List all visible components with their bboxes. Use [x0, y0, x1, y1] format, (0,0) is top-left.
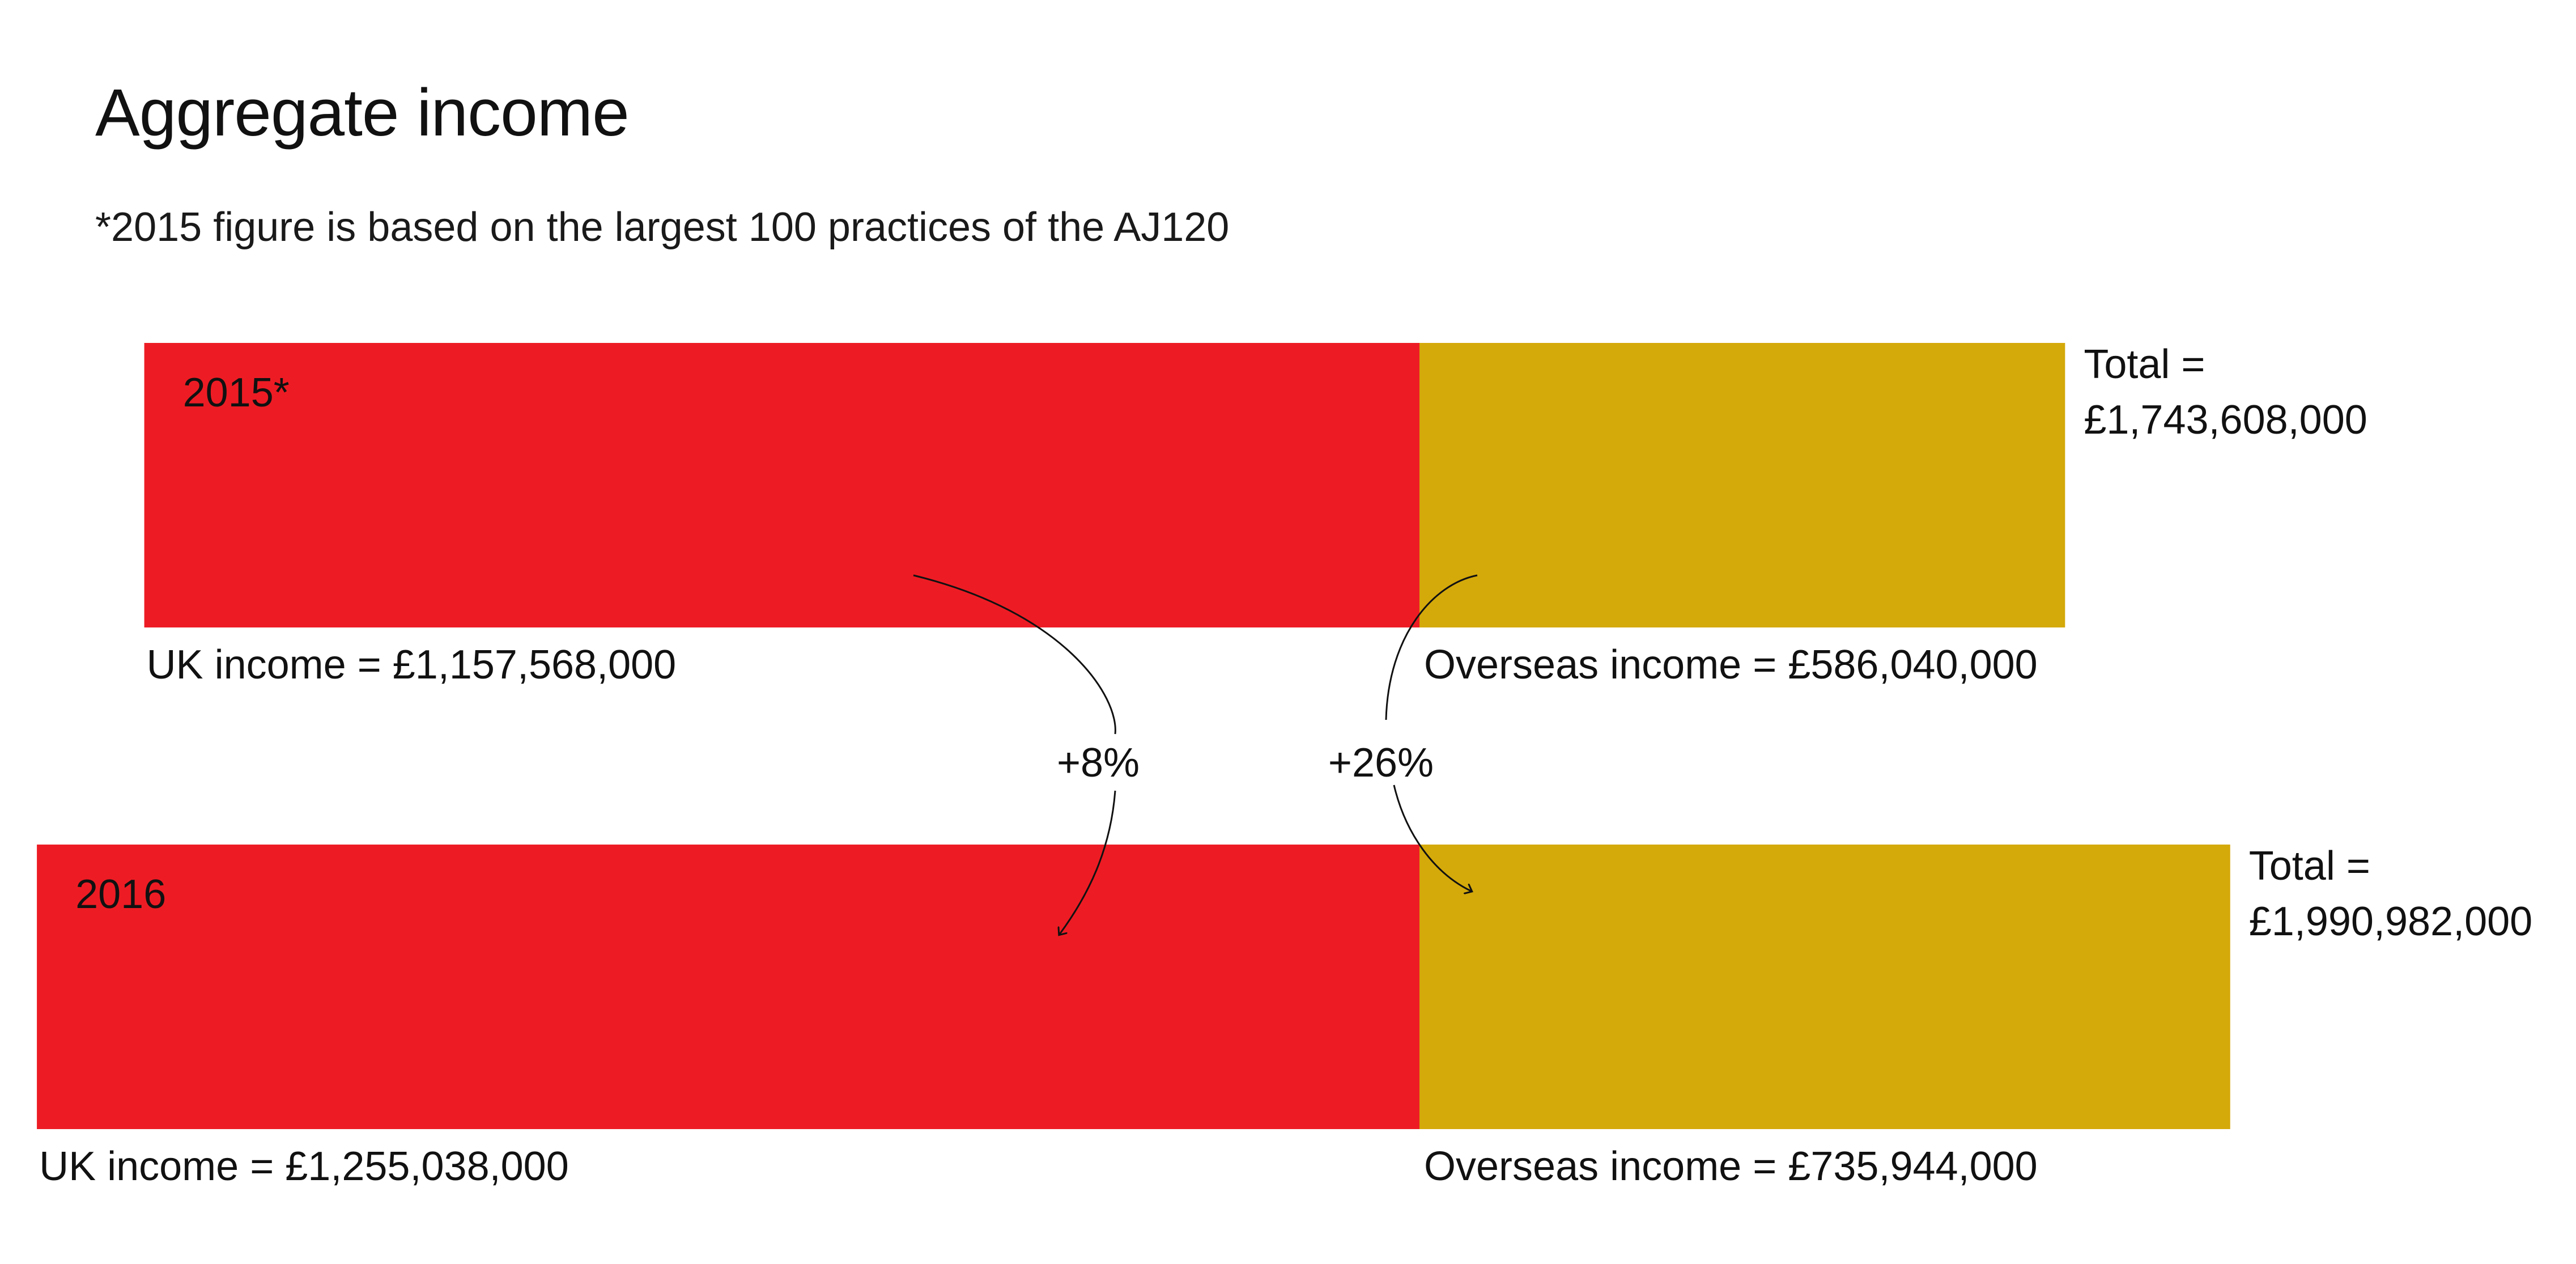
overseas-change-arrow-upper — [1385, 574, 1478, 720]
overseas-income-label-1: Overseas income = £735,944,000 — [1424, 1144, 2038, 1189]
total-label-line2-0: £1,743,608,000 — [2084, 397, 2367, 443]
year-label-1: 2016 — [75, 872, 166, 917]
uk-change-arrow-lower — [1060, 790, 1116, 934]
bar-uk-1 — [37, 845, 1420, 1129]
chart-title: Aggregate income — [95, 75, 630, 150]
overseas-change-label: +26% — [1328, 740, 1434, 786]
total-label-line1-0: Total = — [2084, 342, 2205, 387]
overseas-income-label-0: Overseas income = £586,040,000 — [1424, 642, 2038, 688]
total-label-line2-1: £1,990,982,000 — [2249, 899, 2532, 944]
bar-uk-0 — [144, 343, 1420, 627]
bar-overseas-1 — [1419, 845, 2230, 1129]
uk-income-label-1: UK income = £1,255,038,000 — [39, 1144, 569, 1189]
overseas-change-arrow-lower — [1393, 784, 1471, 891]
uk-change-arrow-upper — [913, 574, 1116, 735]
uk-change-label: +8% — [1057, 740, 1140, 786]
total-label-line1-1: Total = — [2249, 843, 2370, 889]
uk-income-label-0: UK income = £1,157,568,000 — [147, 642, 677, 688]
chart-footnote: *2015 figure is based on the largest 100… — [95, 205, 1230, 250]
bar-overseas-0 — [1419, 343, 2065, 627]
year-label-0: 2015* — [183, 370, 290, 415]
